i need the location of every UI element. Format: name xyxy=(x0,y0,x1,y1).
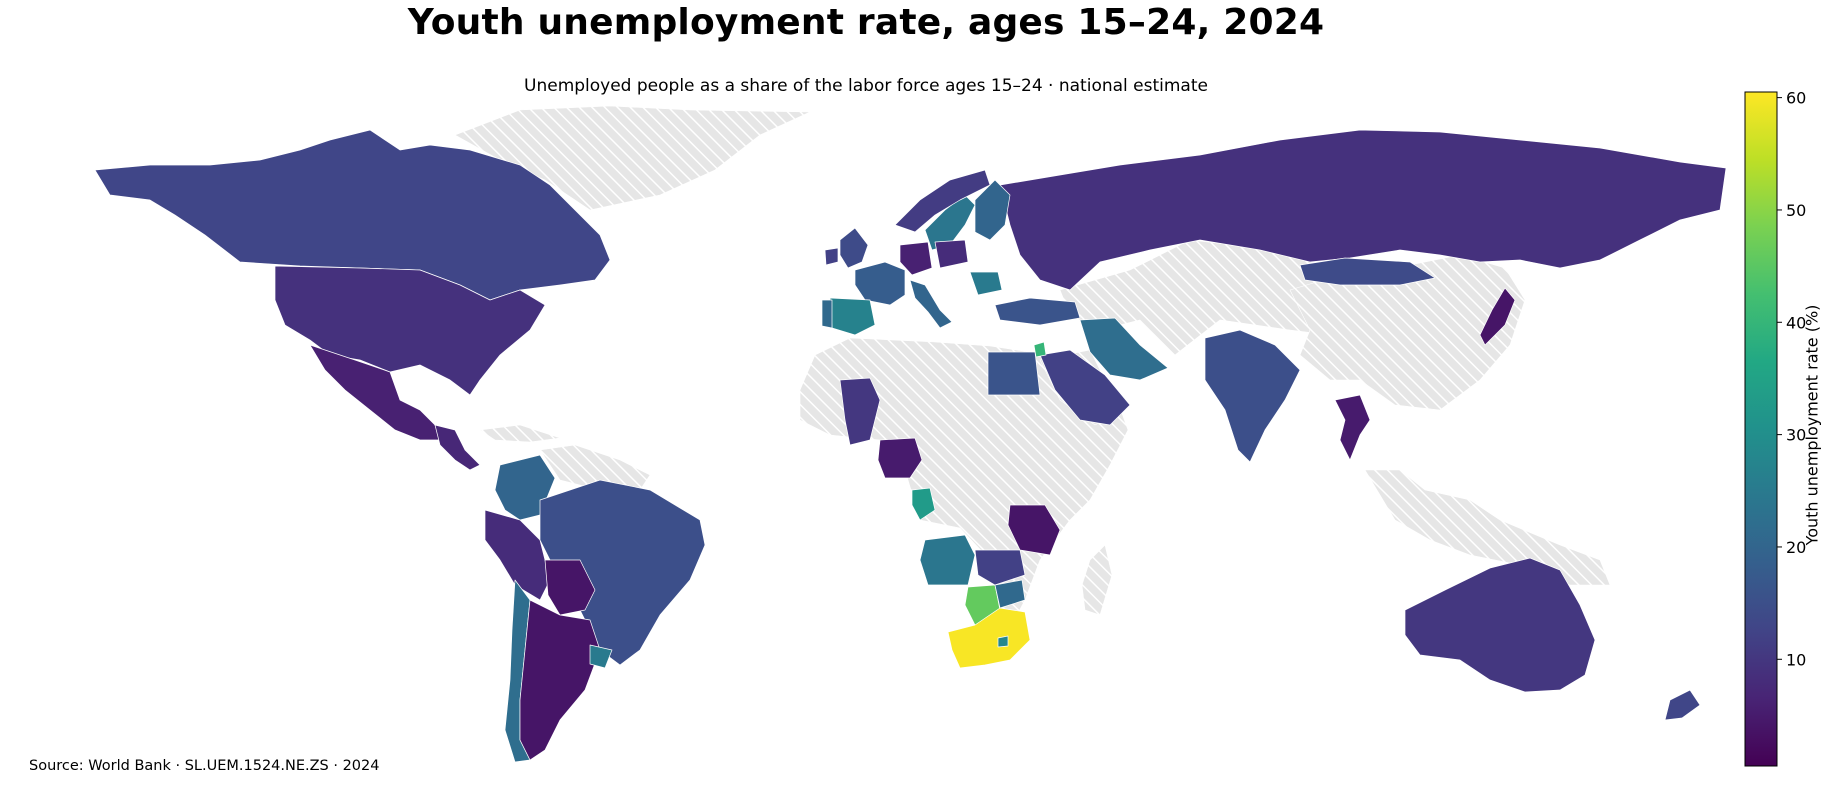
region-portugal: Portugal: 21% xyxy=(821,299,833,329)
colorbar: 10 20 30 40 50 60 xyxy=(1744,89,1806,767)
region-germany: Germany: 6% xyxy=(899,241,933,276)
region-south-africa: South Africa: 60% xyxy=(947,607,1031,669)
source-note: Source: World Bank · SL.UEM.1524.NE.ZS ·… xyxy=(29,758,380,774)
region-sweden: Sweden: 24% xyxy=(924,194,976,251)
region-india: India: 15% xyxy=(1204,329,1301,463)
region-saudi-arabia: Saudi Arabia: 12% xyxy=(1039,349,1131,426)
region-tanzania: Tanzania: 4% xyxy=(1007,504,1061,556)
region-mongolia: Mongolia: 14% xyxy=(1299,257,1436,286)
region-egypt: Egypt: 16% xyxy=(987,351,1041,396)
region-spain: Spain: 27% xyxy=(829,297,876,336)
region-norway: Norway: 11% xyxy=(894,169,991,233)
region-nigeria: Nigeria: 5% xyxy=(877,437,923,479)
region-peru: Peru: 8% xyxy=(484,509,551,601)
region-zambia: Zambia: 12% xyxy=(974,549,1026,586)
region-canada: Canada: 13% xyxy=(94,129,611,301)
region-new-zealand: New Zealand: 13% xyxy=(1664,689,1701,721)
region-finland: Finland: 20% xyxy=(974,179,1011,241)
region-ireland: Ireland: 12% xyxy=(824,247,839,266)
colorbar-tick-label: 50 xyxy=(1786,201,1806,220)
colorbar-label: Youth unemployment rate (%) xyxy=(1802,304,1822,546)
colorbar-tick-label: 30 xyxy=(1786,426,1806,445)
region-thailand: Thailand: 5% xyxy=(1334,394,1371,461)
no-data-venezuela-guianas-nodata xyxy=(539,444,651,491)
region-romania: Romania: 25% xyxy=(969,271,1003,296)
colorbar-tick-label: 20 xyxy=(1786,538,1806,557)
region-lesotho: Lesotho: 28% xyxy=(997,635,1009,648)
region-united-states: United States: 9% xyxy=(274,265,546,396)
no-data-madagascar-nodata xyxy=(1081,544,1113,616)
region-united-kingdom: United Kingdom: 14% xyxy=(839,227,869,269)
region-france: France: 18% xyxy=(854,261,906,306)
colorbar-gradient xyxy=(1744,91,1778,767)
colorbar-tick-label: 40 xyxy=(1786,313,1806,332)
region-zimbabwe: Zimbabwe: 21% xyxy=(994,579,1026,609)
region-iran: Iran: 22% xyxy=(1079,317,1169,381)
no-data-china-nodata xyxy=(1289,254,1526,411)
region-australia: Australia: 10% xyxy=(1404,557,1596,693)
region-italy: Italy: 20% xyxy=(909,279,953,329)
map-subtitle: Unemployed people as a share of the labo… xyxy=(524,76,1208,96)
region-turkey: Turkey: 16% xyxy=(994,297,1081,326)
colorbar-tick-label: 60 xyxy=(1786,89,1806,108)
region-bolivia: Bolivia: 4% xyxy=(544,559,596,616)
colorbar-tick-label: 10 xyxy=(1786,650,1806,669)
region-central-america: Central America: 7% xyxy=(434,424,481,471)
region-jordan: Jordan: 40% xyxy=(1033,341,1047,358)
region-argentina: Argentina: 4% xyxy=(519,599,601,761)
region-russia: Russia: 9% xyxy=(999,129,1727,291)
map-title: Youth unemployment rate, ages 15–24, 202… xyxy=(407,2,1325,43)
region-japan: Japan: 4% xyxy=(1479,287,1516,346)
region-mali: Mali: 10% xyxy=(839,377,881,446)
no-data-caribbean-nodata xyxy=(479,424,561,443)
region-gabon: Gabon: 33% xyxy=(911,487,936,521)
region-poland: Poland: 8% xyxy=(934,239,969,269)
region-uruguay: Uruguay: 25% xyxy=(589,644,613,669)
no-data-southeast-asia-nodata xyxy=(1364,469,1611,586)
region-angola: Angola: 24% xyxy=(919,534,976,586)
